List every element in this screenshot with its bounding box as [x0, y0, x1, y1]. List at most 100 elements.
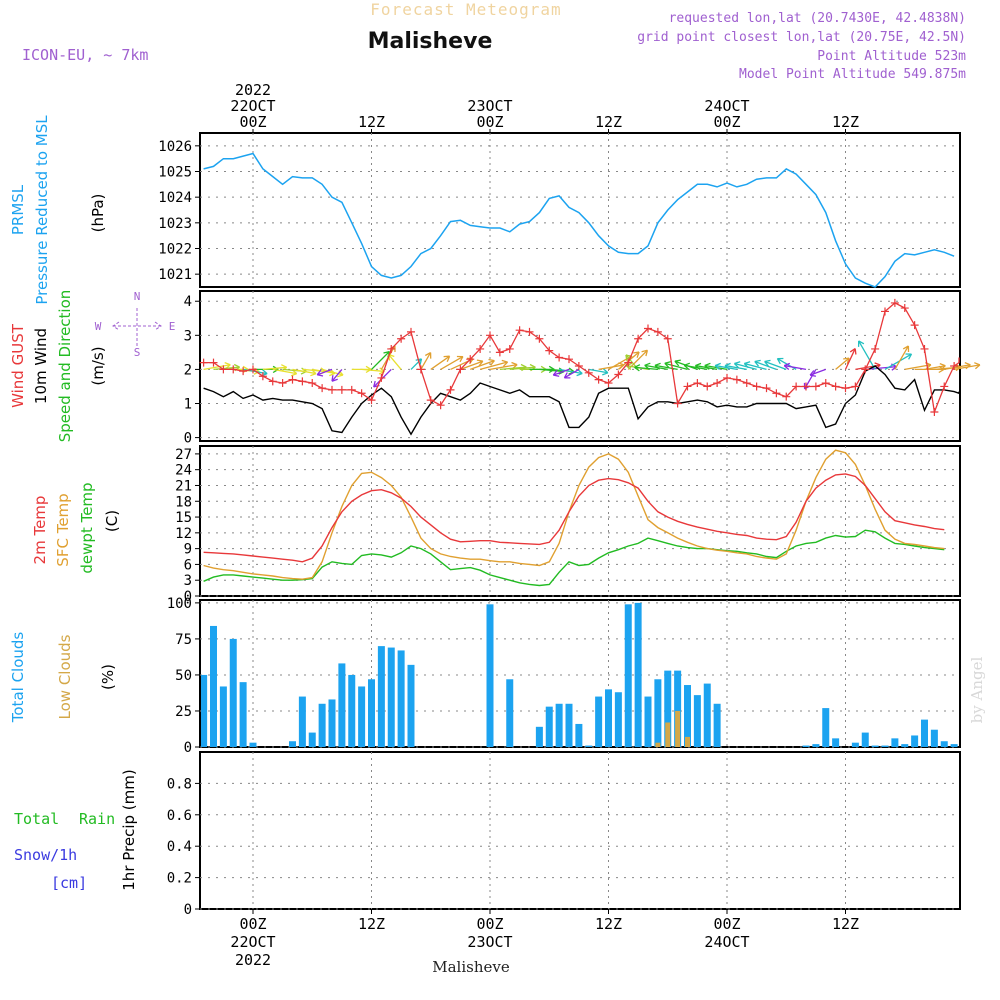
total-cloud-bar — [308, 732, 316, 747]
y-tick-label: 4 — [184, 294, 192, 310]
wind-vector — [553, 368, 570, 376]
total-cloud-bar — [654, 679, 662, 747]
wind-gust-marker — [841, 384, 850, 393]
wind-gust-marker — [950, 362, 959, 370]
wind-vector — [744, 362, 767, 371]
wind-vector-head — [501, 359, 509, 367]
wind-gust-marker — [851, 382, 860, 391]
total-cloud-bar — [239, 682, 247, 747]
wind-gust-marker — [644, 324, 652, 333]
total-cloud-bar — [289, 741, 296, 747]
wind-gust-marker — [663, 334, 672, 343]
y-tick-label: 18 — [175, 494, 192, 510]
wind-speed-line — [203, 365, 960, 436]
wind-gust-marker — [288, 375, 297, 384]
wind-gust-marker — [495, 348, 504, 357]
wind-vector-head — [641, 349, 649, 357]
low-cloud-bar — [655, 742, 661, 747]
wind-gust-marker — [762, 384, 771, 393]
wind-gust-marker — [426, 396, 435, 405]
y-tick-label: 15 — [175, 510, 192, 526]
precip-rain-label: Rain — [79, 810, 115, 828]
wind-vector-head — [733, 361, 741, 369]
compass-east: E — [169, 320, 176, 333]
low-clouds-title: Low Clouds — [56, 634, 74, 719]
wind-vector — [312, 368, 336, 375]
wind-vector-head — [644, 362, 651, 370]
wind-vector — [460, 360, 484, 371]
wind-vector — [844, 348, 856, 370]
y-tick-label: 0.6 — [167, 808, 192, 824]
total-cloud-bar — [318, 703, 326, 747]
wind-gust-marker — [772, 389, 781, 398]
total-cloud-bar — [644, 696, 652, 747]
wind-gust-marker — [515, 326, 524, 335]
y-tick-label: 3 — [184, 573, 192, 589]
total-cloud-bar — [940, 741, 948, 747]
wind-vector-head — [843, 357, 850, 365]
wind-vector — [559, 368, 583, 375]
wind-vector — [371, 351, 390, 370]
requested-coords: requested lon,lat (20.7430E, 42.4838N) — [669, 11, 966, 26]
prmsl-axis-title: PRMSL — [9, 184, 27, 235]
wind-gust-marker — [199, 358, 208, 367]
wind-gust-marker — [337, 385, 346, 394]
wind-gust-marker — [881, 307, 889, 316]
wind-gust-marker — [416, 365, 425, 374]
wind-gust-marker — [555, 353, 564, 362]
wind-gust-marker — [811, 382, 820, 391]
wind-gust-marker — [476, 344, 485, 353]
location-title: Malisheve — [368, 29, 493, 54]
wind-gust-marker — [831, 382, 840, 391]
wind-vector — [684, 364, 708, 371]
total-cloud-bar — [595, 696, 603, 747]
wind-vector — [331, 368, 343, 382]
temp-dewpt-title: dewpt Temp — [78, 482, 96, 573]
temp-2m-line — [203, 473, 945, 563]
wind-unit: (m/s) — [89, 346, 107, 385]
wind-gust-marker — [723, 373, 731, 382]
bottom-time-label: 00Z — [239, 915, 266, 933]
wind-vector-head — [316, 369, 324, 377]
wind-gust-marker — [258, 372, 267, 381]
low-cloud-bar — [665, 722, 671, 747]
wind-gust-marker — [535, 334, 544, 343]
precip-panel: 0 0.2 0.4 0.6 0.8 — [167, 751, 961, 918]
total-cloud-bar — [911, 735, 919, 747]
wind-gust-marker — [209, 358, 218, 367]
bottom-time-label: 12Z — [595, 915, 622, 933]
wind-vector-head — [905, 353, 913, 360]
wind-gust-marker — [920, 344, 929, 353]
y-tick-label: 0.2 — [167, 871, 192, 887]
wind-gust-marker — [239, 367, 248, 376]
y-tick-label: 0 — [184, 740, 192, 756]
wind-gust-marker — [357, 389, 366, 398]
total-cloud-bar — [822, 708, 830, 747]
wind-vector — [644, 364, 668, 371]
wind-vector — [809, 368, 826, 376]
top-time-label: 12Z — [832, 113, 859, 131]
total-cloud-bar — [358, 686, 366, 747]
wind-gust-marker — [347, 385, 356, 394]
total-cloud-bar — [891, 738, 899, 747]
wind-vector — [539, 368, 565, 373]
compass-rose-icon — [112, 308, 162, 346]
wind-vector — [734, 362, 757, 371]
footer-location: Malisheve — [432, 958, 510, 976]
total-cloud-bar — [585, 745, 593, 747]
wind-gust-marker — [871, 344, 880, 353]
total-cloud-bar — [881, 745, 889, 747]
wind-vector-head — [424, 352, 432, 359]
y-tick-label: 0 — [184, 431, 192, 447]
wind-gust-marker — [594, 375, 603, 384]
total-cloud-bar — [565, 703, 573, 747]
total-cloud-bar — [851, 742, 859, 747]
total-cloud-bar — [634, 602, 642, 747]
wind-vector-head — [634, 364, 641, 372]
y-tick-label: 21 — [175, 478, 192, 494]
y-tick-label: 24 — [175, 463, 192, 479]
wind-vector — [754, 360, 777, 371]
wind-vector-head — [857, 340, 865, 347]
wind-gust-marker — [792, 382, 801, 391]
